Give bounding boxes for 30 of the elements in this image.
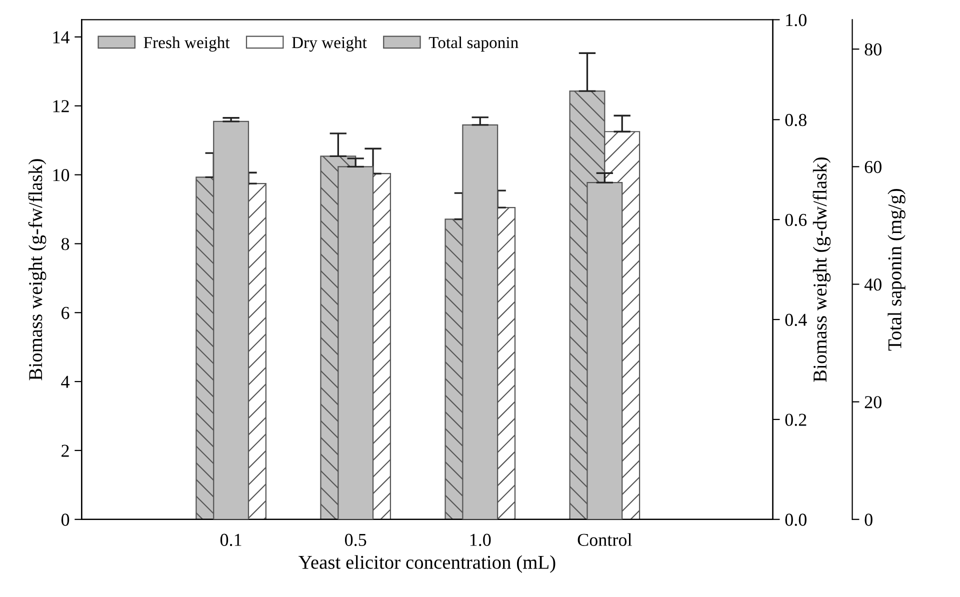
y-tick-label: 6	[62, 306, 70, 320]
x-tick-label: 0.1	[220, 534, 242, 546]
legend-label: Total saponin	[428, 36, 518, 52]
y3-tick-label: 20	[864, 396, 882, 408]
y2-tick-label: 0.2	[785, 414, 806, 426]
y3-tick-label: 80	[864, 43, 882, 56]
y2-tick-label: 0.0	[785, 514, 806, 526]
y2-tick-label: 0.8	[785, 114, 806, 126]
y2-tick-label: 1.0	[786, 14, 806, 26]
y3-tick-label: 0	[864, 514, 872, 526]
y-axis-title: Biomass weight (g-fw/flask)	[28, 159, 46, 380]
y2-tick-label: 0.6	[785, 214, 807, 226]
y3-axis-title: Total saponin (mg/g)	[888, 188, 906, 351]
y-tick-label: 2	[62, 444, 69, 457]
y-tick-label: 0	[61, 514, 70, 526]
legend-label: Dry weight	[292, 36, 367, 52]
legend-label: Fresh weight	[144, 36, 230, 52]
y2-tick-label: 0.4	[785, 314, 807, 326]
y-tick-label: 12	[53, 100, 69, 112]
x-axis-title: Yeast elicitor concentration (mL)	[298, 555, 556, 573]
y-tick-label: 14	[53, 31, 70, 44]
x-tick-label: 1.0	[470, 534, 491, 546]
x-tick-label: 0.5	[344, 534, 366, 546]
x-tick-label: Control	[578, 533, 632, 546]
y-tick-label: 10	[53, 169, 70, 182]
y2-axis-title: Biomass weight (g-dw/flask)	[812, 158, 831, 382]
y-tick-label: 8	[61, 238, 70, 250]
y3-tick-label: 40	[864, 278, 882, 291]
y-tick-label: 4	[61, 376, 70, 388]
y3-tick-label: 60	[864, 160, 882, 174]
